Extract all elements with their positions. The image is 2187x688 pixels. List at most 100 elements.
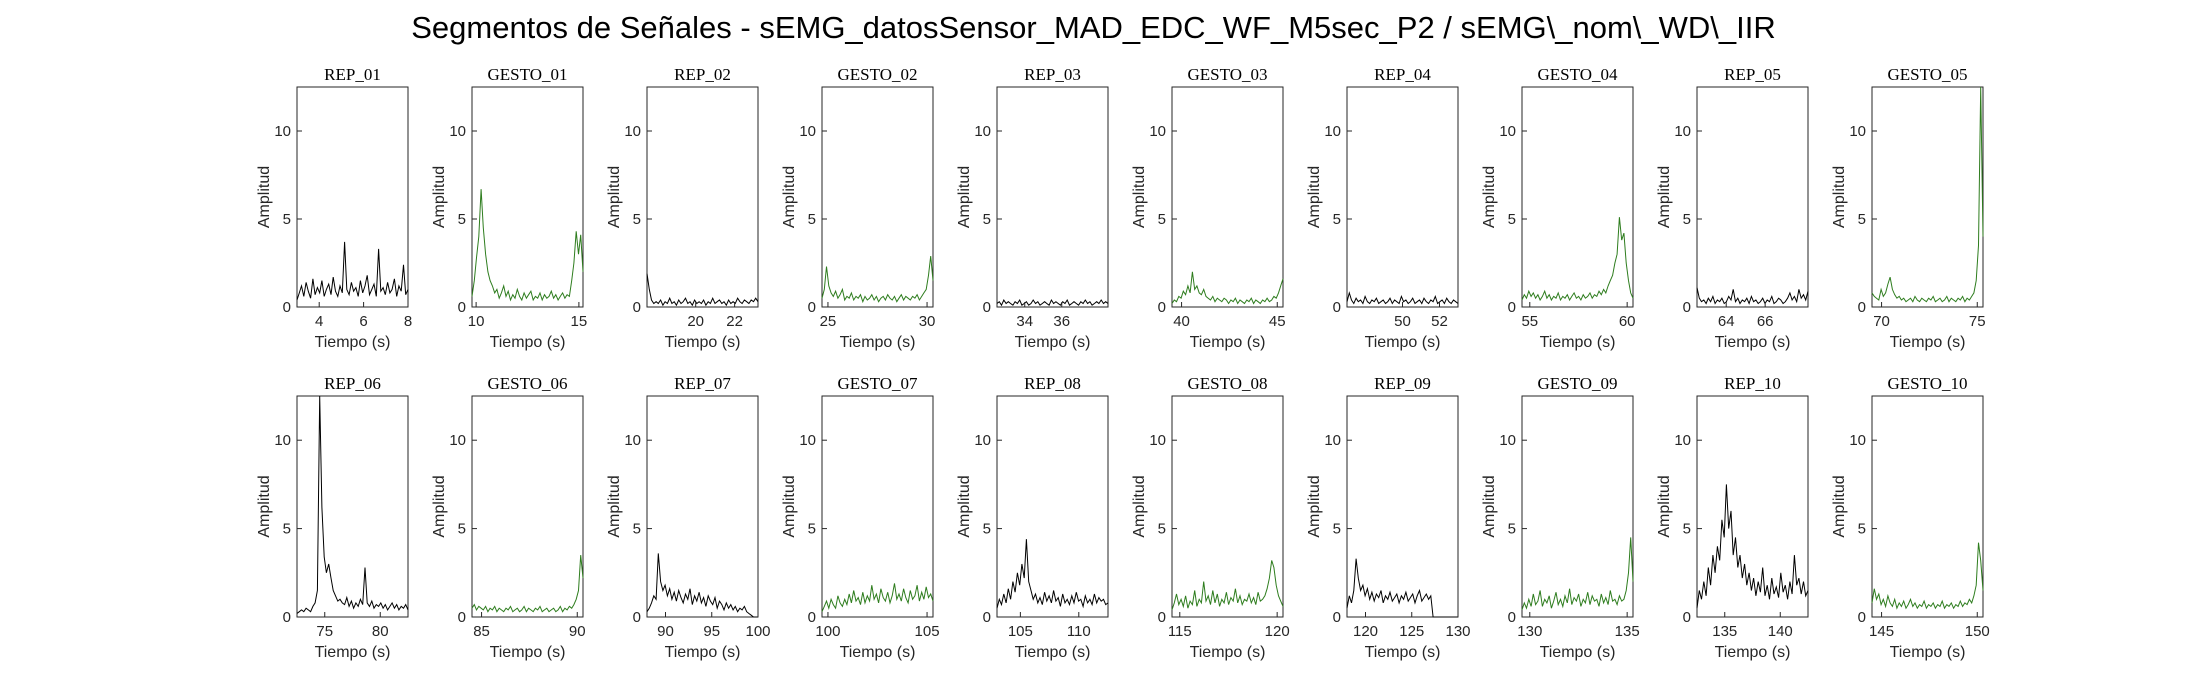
x-axis-label: Tiempo (s) [1365,334,1441,351]
y-tick-label: 10 [624,123,641,140]
y-tick-label: 10 [1499,123,1516,140]
signal-line [646,553,758,618]
figure-title: Segmentos de Señales - sEMG_datosSensor_… [411,10,1776,45]
x-tick-label: 75 [316,623,333,640]
axes-box [471,86,584,308]
signal-line [1871,542,1984,610]
y-tick-label: 10 [1849,123,1866,140]
y-tick-label: 0 [1858,299,1866,316]
x-tick-label: 50 [1394,313,1411,330]
subplot-title: GESTO_08 [1188,374,1268,393]
x-tick-label: 80 [372,623,389,640]
x-tick-label: 90 [657,623,674,640]
y-tick-label: 10 [1849,432,1866,449]
y-tick-label: 10 [799,123,816,140]
subplot-gesto-10: 0 5 10 145 150 GESTO_10 Tiempo (s) Amplitud [1831,374,1990,661]
axes-box [1696,86,1809,308]
subplot-rep-04: 0 5 10 50 52 REP_04 Tiempo (s) Amplitud [1306,65,1459,351]
y-axis-label: Amplitud [1306,166,1323,228]
signal-line [1871,86,1984,303]
axes-box [471,395,584,618]
signal-line [821,583,934,612]
y-tick-label: 10 [799,432,816,449]
x-axis-label: Tiempo (s) [840,644,916,661]
y-tick-label: 0 [1333,609,1341,626]
axes-box [821,395,934,618]
y-tick-label: 0 [808,609,816,626]
x-tick-label: 40 [1173,313,1190,330]
y-axis-label: Amplitud [431,166,448,228]
x-tick-label: 4 [315,313,323,330]
signal-line [296,395,409,614]
signal-line [1521,217,1634,302]
y-tick-label: 5 [983,211,991,228]
y-tick-label: 10 [1674,432,1691,449]
y-tick-label: 10 [1674,123,1691,140]
y-tick-label: 0 [983,299,991,316]
subplot-title: GESTO_05 [1888,65,1968,84]
signal-line [1696,484,1809,609]
subplot-gesto-05: 0 5 10 70 75 GESTO_05 Tiempo (s) Amplitud [1831,65,1986,351]
y-axis-label: Amplitud [1131,475,1148,537]
subplot-rep-02: 0 5 10 20 22 REP_02 Tiempo (s) Amplitud [606,65,759,351]
subplot-gesto-08: 0 5 10 115 120 GESTO_08 Tiempo (s) Amplitud [1131,374,1290,661]
x-tick-label: 110 [1067,623,1091,640]
subplot-title: REP_10 [1724,374,1781,393]
axes-box [996,395,1109,618]
x-axis-label: Tiempo (s) [840,334,916,351]
y-axis-label: Amplitud [956,166,973,228]
subplot-title: GESTO_02 [838,65,918,84]
y-axis-label: Amplitud [1656,166,1673,228]
x-tick-label: 120 [1353,623,1378,640]
y-axis-label: Amplitud [606,475,623,537]
axes-box [1171,395,1284,618]
y-tick-label: 0 [1683,609,1691,626]
axes-box [1871,395,1984,618]
x-tick-label: 75 [1969,313,1986,330]
x-tick-label: 10 [468,313,485,330]
x-axis-label: Tiempo (s) [1190,644,1266,661]
subplot-title: GESTO_03 [1188,65,1268,84]
subplot-title: REP_07 [674,374,731,393]
y-tick-label: 5 [1508,521,1516,538]
x-axis-label: Tiempo (s) [1015,644,1091,661]
subplot-title: REP_05 [1724,65,1781,84]
subplot-gesto-02: 0 5 10 25 30 GESTO_02 Tiempo (s) Amplitud [781,65,935,351]
y-tick-label: 10 [1324,432,1341,449]
y-tick-label: 0 [633,609,641,626]
subplot-rep-01: 0 5 10 4 6 8 REP_01 Tiempo (s) Amplitud [256,65,412,351]
x-tick-label: 64 [1718,313,1735,330]
y-tick-label: 10 [1149,123,1166,140]
x-axis-label: Tiempo (s) [490,334,566,351]
x-tick-label: 30 [919,313,936,330]
x-tick-label: 22 [726,313,743,330]
y-tick-label: 0 [1333,299,1341,316]
subplot-gesto-09: 0 5 10 130 135 GESTO_09 Tiempo (s) Amplitud [1481,374,1640,661]
y-tick-label: 10 [274,432,291,449]
subplot-title: GESTO_09 [1538,374,1618,393]
x-tick-label: 70 [1873,313,1890,330]
x-axis-label: Tiempo (s) [1540,334,1616,351]
x-tick-label: 135 [1712,623,1737,640]
x-axis-label: Tiempo (s) [1715,334,1791,351]
y-tick-label: 5 [808,521,816,538]
y-tick-label: 5 [458,211,466,228]
signal-line [1171,560,1284,611]
axes-box [1871,86,1984,308]
y-tick-label: 10 [974,123,991,140]
subplot-title: GESTO_10 [1888,374,1968,393]
x-axis-label: Tiempo (s) [1015,334,1091,351]
y-tick-label: 0 [458,299,466,316]
y-tick-label: 5 [808,211,816,228]
y-tick-label: 10 [449,123,466,140]
subplot-title: REP_08 [1024,374,1081,393]
x-tick-label: 125 [1399,623,1424,640]
subplot-title: REP_03 [1024,65,1081,84]
subplot-title: GESTO_04 [1538,65,1618,84]
subplot-gesto-03: 0 5 10 40 45 GESTO_03 Tiempo (s) Amplitud [1131,65,1286,351]
axes-box [296,395,409,618]
y-axis-label: Amplitud [1656,475,1673,537]
x-tick-label: 6 [359,313,367,330]
y-axis-label: Amplitud [781,475,798,537]
x-tick-label: 20 [687,313,704,330]
